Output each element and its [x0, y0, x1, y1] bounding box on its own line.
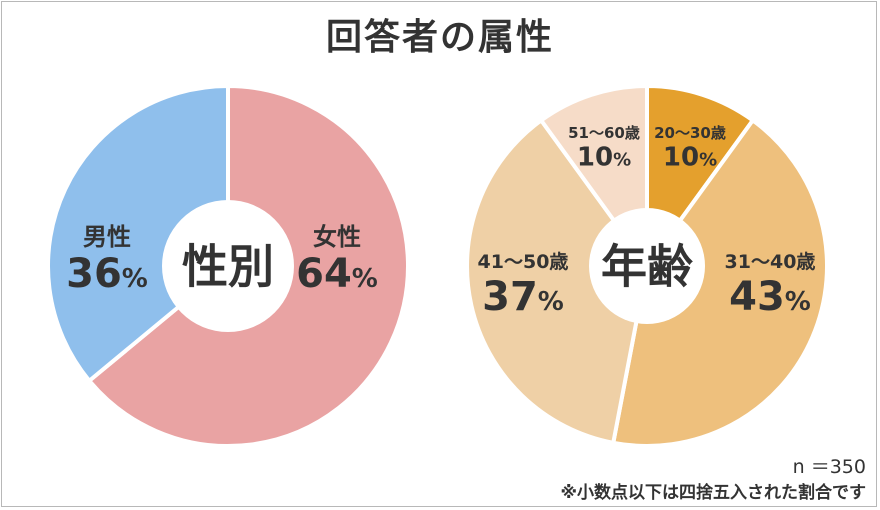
- center-label: 性別: [182, 240, 274, 294]
- pie-slice: [46, 83, 230, 384]
- slice-label: 31～40歳: [725, 251, 816, 273]
- donut-hole: [162, 200, 294, 332]
- donut-hole: [589, 208, 705, 324]
- slice-value: 10%: [663, 142, 717, 172]
- pie-slice: [465, 117, 650, 446]
- chart-title: 回答者の属性: [325, 17, 554, 58]
- rounding-note: ※小数点以下は四捨五入された割合です: [560, 483, 866, 503]
- sample-size-note: n ＝350: [792, 456, 866, 478]
- slice-label: 男性: [83, 223, 131, 251]
- pie-slice: [610, 117, 829, 448]
- slice-label: 女性: [313, 223, 361, 251]
- slice-label: 41～50歳: [478, 251, 569, 273]
- slice-label: 51～60歳: [568, 124, 640, 142]
- center-label: 年齢: [601, 240, 693, 294]
- slice-label: 20～30歳: [654, 124, 726, 142]
